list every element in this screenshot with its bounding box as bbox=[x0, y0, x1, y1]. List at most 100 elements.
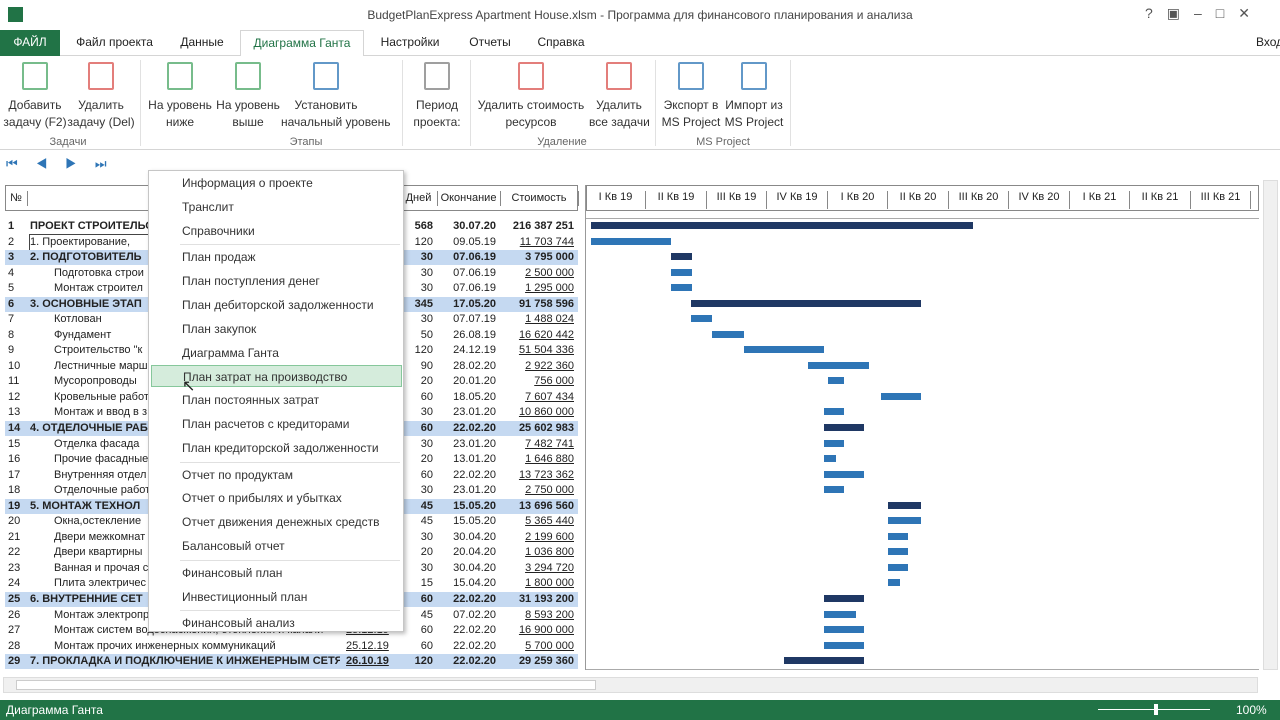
ribbon-button-label[interactable]: ресурсов bbox=[505, 115, 557, 129]
table-row bbox=[5, 654, 578, 670]
gantt-bar bbox=[744, 346, 824, 354]
task-name[interactable]: Двери межкомнат bbox=[54, 530, 146, 543]
end-date: 07.06.19 bbox=[453, 266, 496, 279]
h-scrollbar[interactable] bbox=[3, 677, 1258, 693]
menu-separator bbox=[180, 461, 400, 463]
menu-item[interactable]: Информация о проекте bbox=[182, 176, 313, 190]
menu-item[interactable]: Отчет движения денежных средств bbox=[182, 515, 380, 530]
task-name[interactable]: 4. ОТДЕЛОЧНЫЕ РАБ bbox=[30, 422, 148, 435]
ribbon-button-label[interactable]: начальный уровень bbox=[281, 115, 391, 129]
menu-item[interactable]: Отчет о прибылях и убытках bbox=[182, 491, 342, 506]
ribbon-tab[interactable]: Диаграмма Ганта bbox=[240, 30, 364, 57]
task-name[interactable]: Монтаж строител bbox=[54, 282, 143, 295]
row-number: 14 bbox=[8, 422, 21, 435]
task-name[interactable]: Монтаж прочих инженерных коммуникаций bbox=[54, 639, 276, 652]
gantt-bar bbox=[671, 268, 692, 276]
ribbon-separator bbox=[790, 60, 791, 146]
ribbon-group-label: Задачи bbox=[49, 136, 87, 148]
task-name[interactable]: 5. МОНТАЖ ТЕХНОЛ bbox=[30, 499, 141, 512]
cost: 216 387 251 bbox=[512, 220, 574, 232]
ribbon-tab[interactable]: Справка bbox=[537, 35, 585, 49]
ribbon-button-label[interactable]: задачу (Del) bbox=[67, 115, 135, 129]
gantt-bar bbox=[671, 253, 692, 261]
task-name[interactable]: Лестничные марш bbox=[54, 359, 148, 372]
ribbon-button-label[interactable]: выше bbox=[232, 115, 264, 129]
end-date: 30.04.20 bbox=[453, 530, 496, 543]
menu-item[interactable]: План постоянных затрат bbox=[182, 393, 320, 408]
ribbon-icon bbox=[313, 62, 339, 90]
ribbon-button-label[interactable]: Добавить bbox=[8, 98, 62, 112]
ribbon-button-label[interactable]: Экспорт в bbox=[663, 98, 719, 112]
ribbon-button-label[interactable]: Установить bbox=[294, 98, 358, 112]
task-name[interactable]: Двери квартирны bbox=[54, 546, 143, 559]
ribbon-button-label[interactable]: MS Project bbox=[724, 115, 784, 129]
zoom-thumb[interactable] bbox=[1154, 704, 1158, 715]
task-name[interactable]: Ванная и прочая с bbox=[54, 561, 149, 574]
ribbon-button-label[interactable]: На уровень bbox=[216, 98, 280, 112]
task-name[interactable]: Строительство "к bbox=[54, 344, 143, 357]
zoom-level: 100% bbox=[1236, 703, 1267, 717]
ribbon-tab[interactable]: Файл проекта bbox=[76, 35, 153, 49]
menu-item[interactable]: Справочники bbox=[182, 223, 255, 238]
task-name[interactable]: 1. Проектирование, bbox=[29, 233, 341, 251]
menu-item[interactable]: План кредиторской задолженности bbox=[182, 440, 379, 455]
menu-item[interactable]: План затрат на производство bbox=[151, 365, 402, 388]
ribbon-button-label[interactable]: проекта: bbox=[413, 115, 461, 129]
menu-item[interactable]: Инвестиционный план bbox=[182, 589, 308, 604]
window-controls[interactable]: ?▣–□✕ bbox=[1145, 5, 1264, 21]
menu-item[interactable]: Финансовый анализ bbox=[182, 616, 295, 631]
task-name[interactable]: Монтаж электропр bbox=[54, 608, 150, 621]
task-name[interactable]: Окна,остекление bbox=[54, 515, 142, 528]
end-date: 15.05.20 bbox=[453, 515, 496, 528]
ribbon-button-label[interactable]: Удалить bbox=[596, 98, 642, 112]
task-name[interactable]: ПРОЕКТ СТРОИТЕЛЬС bbox=[30, 220, 154, 232]
task-name[interactable]: Отделочные работ bbox=[54, 484, 151, 497]
nav-toolbar: ⏮◀▶⏭ bbox=[6, 156, 125, 171]
menu-item[interactable]: Транслит bbox=[182, 199, 234, 214]
menu-item[interactable]: План закупок bbox=[182, 321, 257, 336]
ribbon-button-label[interactable]: Период bbox=[415, 98, 459, 112]
menu-item[interactable]: Финансовый план bbox=[182, 565, 283, 580]
task-name[interactable]: Кровельные работ bbox=[54, 390, 149, 403]
task-name[interactable]: 2. ПОДГОТОВИТЕЛЬ bbox=[30, 251, 142, 264]
task-name[interactable]: 3. ОСНОВНЫЕ ЭТАП bbox=[30, 297, 142, 310]
task-name[interactable]: 6. ВНУТРЕННИЕ СЕТ bbox=[30, 592, 143, 605]
row-number: 21 bbox=[8, 530, 21, 543]
task-name[interactable]: Внутренняя отдел bbox=[54, 468, 147, 481]
menu-item[interactable]: Отчет по продуктам bbox=[182, 467, 293, 482]
ribbon-button-label[interactable]: Импорт из bbox=[725, 98, 783, 112]
ribbon-button-label[interactable]: ниже bbox=[165, 115, 195, 129]
menu-item[interactable]: План дебиторской задолженности bbox=[182, 298, 374, 312]
ribbon-button-label[interactable]: Удалить стоимость bbox=[477, 98, 585, 112]
task-name[interactable]: Подготовка строи bbox=[54, 266, 144, 279]
ribbon-button-label[interactable]: MS Project bbox=[661, 115, 721, 129]
cost: 3 795 000 bbox=[525, 251, 574, 264]
ribbon-tab[interactable]: Настройки bbox=[380, 35, 440, 49]
task-name[interactable]: Мусоропроводы bbox=[54, 375, 137, 388]
ribbon-button-label[interactable]: задачу (F2) bbox=[3, 115, 67, 129]
ribbon-tab[interactable]: ФАЙЛ bbox=[0, 30, 60, 56]
duration: 60 bbox=[420, 390, 433, 403]
task-name[interactable]: Котлован bbox=[54, 313, 102, 326]
menu-item[interactable]: План продаж bbox=[182, 250, 256, 265]
signin[interactable]: Вход bbox=[1256, 35, 1280, 49]
menu-item[interactable]: Диаграмма Ганта bbox=[182, 345, 279, 360]
task-name[interactable]: 7. ПРОКЛАДКА И ПОДКЛЮЧЕНИЕ К ИНЖЕНЕРНЫМ … bbox=[30, 655, 340, 668]
ribbon-button-label[interactable]: На уровень bbox=[148, 98, 212, 112]
end-date: 22.02.20 bbox=[453, 639, 496, 652]
menu-item[interactable]: План поступления денег bbox=[182, 274, 320, 289]
menu-item[interactable]: План расчетов с кредиторами bbox=[182, 417, 350, 431]
menu-item[interactable]: Балансовый отчет bbox=[182, 539, 285, 553]
task-name[interactable]: Фундамент bbox=[54, 328, 112, 341]
ribbon-tab[interactable]: Отчеты bbox=[469, 35, 511, 49]
end-date: 22.02.20 bbox=[453, 624, 496, 637]
task-name[interactable]: Монтаж и ввод в з bbox=[54, 406, 147, 419]
ribbon-button-label[interactable]: Удалить bbox=[78, 98, 124, 112]
task-name[interactable]: Плита электричес bbox=[54, 577, 147, 590]
ribbon-button-label[interactable]: все задачи bbox=[589, 115, 650, 129]
ribbon-tab[interactable]: Данные bbox=[180, 35, 224, 49]
task-name[interactable]: Прочие фасадные bbox=[54, 453, 149, 466]
task-name[interactable]: Отделка фасада bbox=[54, 437, 140, 450]
v-scrollbar[interactable] bbox=[1263, 180, 1278, 670]
